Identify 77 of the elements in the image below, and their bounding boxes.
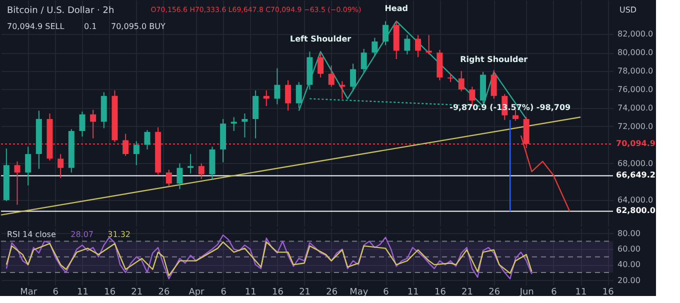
candlestick — [426, 34, 432, 55]
ref-line-label: 66,649.2 — [616, 170, 656, 180]
candlestick — [285, 80, 292, 112]
y-tick-label: 80,000.0 — [618, 48, 654, 58]
candlestick — [404, 34, 410, 55]
annotation: Left Shoulder — [290, 34, 352, 44]
candlestick — [144, 130, 150, 150]
candlestick — [360, 48, 367, 74]
candlestick — [90, 109, 96, 139]
candlestick — [25, 146, 32, 186]
x-tick-label: 6 — [52, 288, 59, 298]
ref-line-label: 70,094.9 — [616, 138, 656, 148]
x-tick-label: Mar — [20, 288, 38, 298]
candlestick — [242, 112, 248, 138]
x-tick-label: 11 — [575, 288, 587, 298]
y-tick-label: 72,000.0 — [618, 122, 654, 131]
candlestick — [188, 154, 194, 174]
annotation: 28.07 — [70, 230, 94, 239]
candlestick — [166, 169, 172, 187]
x-tick-label: 26 — [488, 288, 500, 298]
candlestick — [350, 63, 356, 92]
x-tick-label: 16 — [104, 288, 116, 298]
text: Bitcoin / U.S. Dollar · 2h — [7, 6, 114, 16]
candlestick — [274, 68, 280, 105]
x-tick-label: 21 — [131, 288, 143, 298]
y-axis-title: USD — [620, 6, 637, 14]
y-tick-label: 40.00 — [618, 260, 640, 270]
annotation: 70,095.0 BUY — [111, 22, 166, 31]
x-tick-label: Apr — [188, 288, 205, 298]
candlestick — [415, 34, 422, 58]
y-tick-label: 76,000.0 — [618, 84, 654, 94]
annotation: 70,094.9 SELL — [7, 22, 65, 31]
x-tick-label: 16 — [602, 288, 614, 298]
y-tick-label: 80.00 — [618, 228, 640, 238]
x-tick-label: Jun — [518, 288, 534, 298]
y-tick-label: 60.00 — [618, 244, 640, 254]
y-tick-label: 64,000.0 — [618, 196, 654, 205]
candlestick — [372, 37, 378, 57]
y-tick-label: 78,000.0 — [618, 66, 654, 76]
x-tick-label: 21 — [299, 288, 311, 298]
x-tick-label: 6 — [220, 288, 227, 298]
x-tick-label: 6 — [551, 288, 558, 298]
candlestick — [176, 162, 183, 190]
ref-line-label: 62,800.0 — [616, 206, 656, 216]
annotation: Right Shoulder — [460, 54, 528, 64]
x-tick-label: 16 — [272, 288, 284, 298]
candlestick — [263, 90, 270, 107]
x-tick-label: 26 — [158, 288, 170, 298]
x-tick-label: 11 — [77, 288, 88, 298]
candlestick — [252, 90, 259, 139]
x-tick-label: 11 — [407, 288, 419, 298]
candlestick — [318, 52, 324, 78]
line-series — [520, 135, 570, 212]
annotation: 31.32 — [108, 230, 131, 239]
x-tick-label: 6 — [383, 288, 390, 298]
candlestick — [79, 111, 86, 138]
y-tick-label: 74,000.0 — [618, 103, 654, 112]
candlestick — [328, 64, 334, 88]
candlestick — [512, 109, 519, 122]
x-tick-label: 26 — [326, 288, 338, 298]
x-tick-label: May — [350, 288, 369, 298]
annotation: Head — [384, 4, 408, 14]
candlestick — [14, 160, 20, 206]
candlestick — [58, 154, 64, 179]
y-tick-label: 68,000.0 — [618, 158, 654, 168]
candlestick — [198, 162, 204, 180]
chart-title: RSI 14 close — [7, 230, 56, 239]
candlestick — [133, 140, 140, 166]
x-tick-label: 11 — [244, 288, 256, 298]
line-series — [6, 241, 532, 276]
annotation: 0.1 — [84, 22, 97, 31]
candlestick — [458, 70, 464, 92]
y-tick-label: 20.00 — [618, 276, 640, 285]
y-tick-label: 82,000.0 — [618, 30, 654, 39]
candlestick — [490, 70, 497, 100]
x-tick-label: 21 — [462, 288, 473, 298]
x-tick-label: 16 — [434, 288, 446, 298]
